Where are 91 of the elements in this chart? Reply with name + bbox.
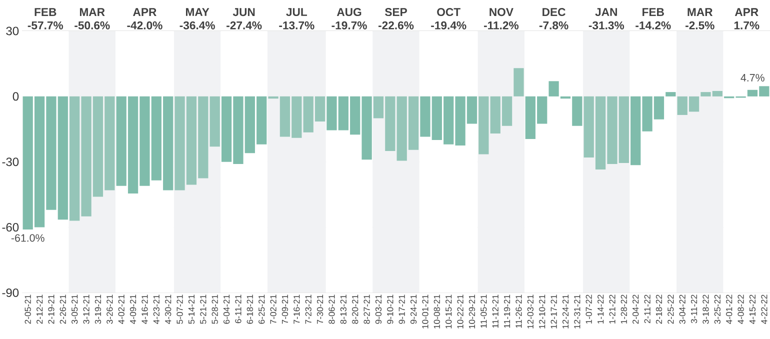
x-tick-label: 12-24-21 [562,294,568,328]
x-tick-label: 3-25-22 [714,294,720,324]
y-tick-label: 0 [12,92,19,101]
x-tick-label: 9-24-21 [410,294,417,324]
x-tick-label: 1-14-22 [598,294,604,324]
bar [478,96,489,154]
band-label: FEB -57.7% [28,8,64,30]
band-label: AUG -19.7% [332,8,367,30]
x-tick-label: 2-11-22 [644,294,650,324]
band-label: NOV -11.2% [484,8,519,30]
x-tick-label: 2-26-21 [60,294,66,324]
band-label: JAN -31.3% [588,8,624,30]
x-tick-label: 8-13-21 [340,294,346,324]
band-label: SEP -22.6% [378,8,414,30]
x-tick-label: 12-17-21 [550,294,557,328]
x-tick-label: 11-26-21 [516,294,522,328]
y-tick-label: 30 [6,26,19,36]
band-label: MAR -2.5% [686,8,714,30]
x-tick-label: 11-12-21 [492,294,498,328]
x-tick-label: 5-07-21 [176,294,183,324]
x-tick-label: 9-10-21 [387,294,394,324]
x-tick-label: 11-05-21 [480,294,487,328]
x-tick-label: 6-18-21 [246,294,253,324]
x-tick-label: 2-05-21 [24,294,31,324]
x-tick-label: 7-16-21 [294,294,300,324]
bar [666,92,676,96]
x-tick-label: 10-08-21 [434,294,440,328]
x-tick-label: 8-27-21 [364,294,370,324]
x-tick-label: 9-17-21 [398,294,405,324]
x-tick-label: 1-28-22 [620,294,627,324]
x-tick-label: 12-10-21 [539,294,546,328]
y-tick-label: -30 [2,158,19,166]
x-tick-label: 4-30-21 [165,294,172,324]
x-tick-label: 4-08-22 [738,294,744,324]
bar [514,68,524,96]
x-tick-label: 5-14-21 [188,294,195,324]
x-tick-label: 7-30-21 [316,294,324,324]
x-tick-label: 6-11-21 [235,294,242,324]
x-tick-label: 3-11-22 [690,294,698,324]
y-tick-label: -60 [2,223,19,232]
x-tick-label: 10-22-21 [457,294,464,328]
x-tick-label: 3-19-21 [94,294,102,324]
band-label: APR -42.0% [127,8,162,30]
band-label: FEB -14.2% [636,8,671,30]
x-tick-label: 9-03-21 [375,294,382,324]
band-label: JUN -27.4% [226,8,262,30]
x-tick-label: 1-21-22 [609,294,616,324]
x-tick-label: 4-16-21 [142,294,148,324]
x-tick-label: 10-01-21 [422,294,428,328]
band-label: JUL -13.7% [279,8,314,30]
x-tick-label: 3-18-22 [702,294,709,324]
x-tick-label: 5-28-21 [212,294,218,324]
x-tick-label: 7-02-21 [270,294,276,324]
x-tick-label: 2-12-21 [36,294,43,324]
x-tick-label: 12-03-21 [527,294,534,328]
x-tick-label: 11-19-21 [504,294,510,328]
band-label: DEC -7.8% [539,8,568,30]
x-tick-label: 4-02-21 [118,294,124,324]
x-tick-label: 2-18-22 [656,294,662,324]
x-tick-label: 2-25-22 [668,294,674,324]
x-tick-label: 4-23-21 [153,294,160,324]
x-tick-label: 8-06-21 [328,294,335,324]
x-tick-label: 4-01-22 [726,294,732,324]
x-tick-label: 1-07-22 [586,294,592,324]
x-tick-label: 2-04-22 [632,294,639,324]
bar [548,81,559,96]
x-tick-label: 3-26-21 [106,294,113,324]
x-tick-label: 2-19-21 [48,294,54,324]
band-label: MAY -36.4% [180,8,215,30]
band-label: OCT -19.4% [431,8,466,30]
band-label: APR 1.7% [734,8,760,30]
x-tick-label: 3-12-21 [83,294,90,324]
x-tick-label: 3-05-21 [72,294,78,324]
x-tick-label: 10-15-21 [446,294,452,328]
x-tick-label: 5-21-21 [200,294,206,324]
x-tick-label: 7-23-21 [305,294,312,324]
band-label: MAR -50.6% [74,8,110,30]
bar [210,96,220,147]
x-tick-label: 7-09-21 [282,294,288,324]
x-tick-label: 4-22-22 [761,294,768,324]
data-label: 4.7% [740,74,764,82]
x-tick-label: 3-04-22 [679,294,686,324]
x-tick-label: 6-25-21 [258,294,265,324]
x-tick-label: 8-20-21 [352,294,358,324]
x-tick-label: 12-31-21 [574,294,580,328]
data-label: -61.0% [11,234,44,242]
y-tick-label: -90 [2,288,19,297]
x-tick-label: 6-04-21 [223,294,230,324]
x-tick-label: 4-09-21 [130,294,136,324]
x-tick-label: 10-29-21 [468,294,476,328]
x-tick-label: 4-15-22 [749,294,756,324]
